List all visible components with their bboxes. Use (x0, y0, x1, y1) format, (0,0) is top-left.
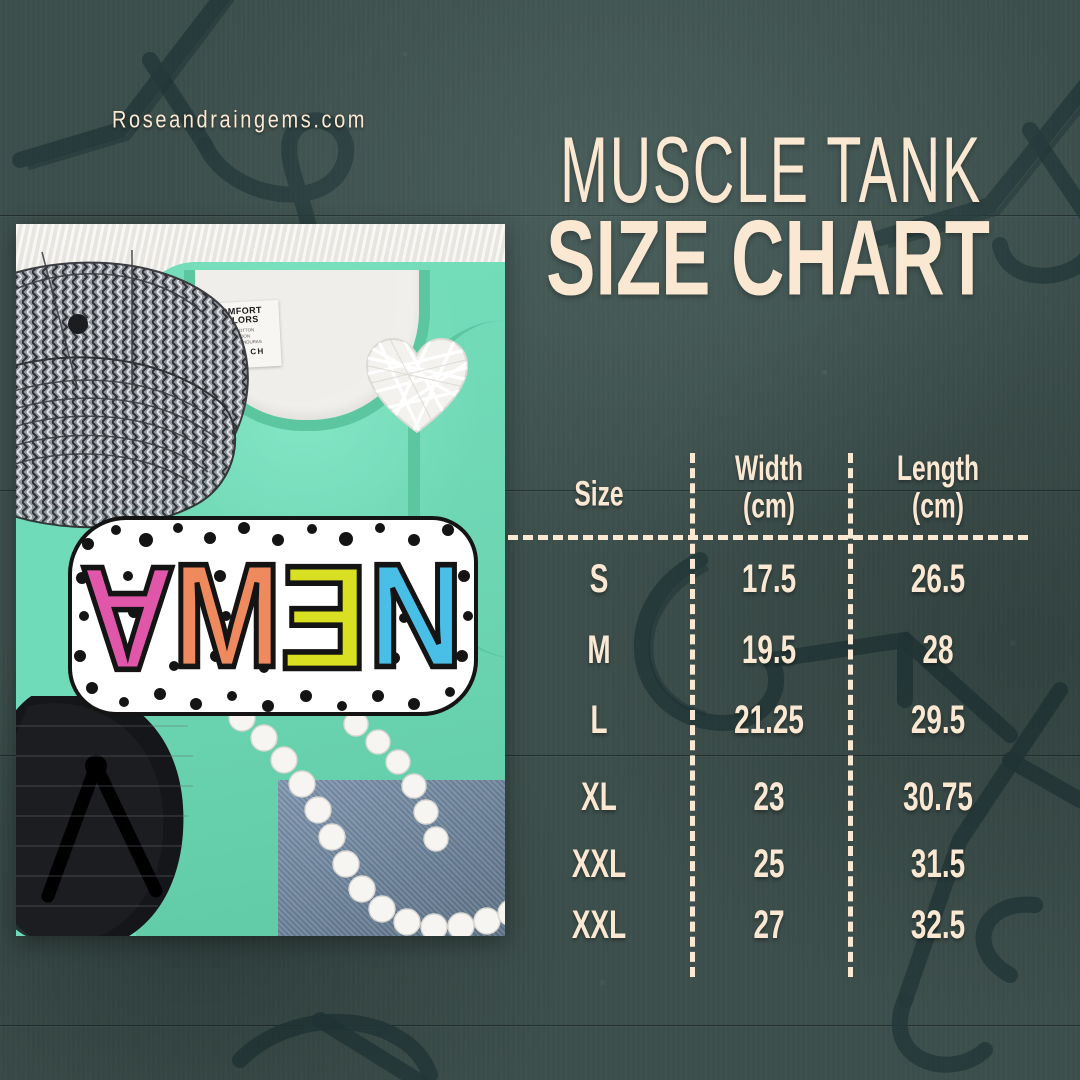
speck (1010, 640, 1016, 646)
cell-length: 31.5 (910, 841, 966, 887)
flip-flops-prop (16, 696, 193, 936)
cell-width: 21.25 (734, 697, 804, 743)
product-photo: COMFORT COLORS 100% COTTONALGODONMADE IN… (16, 224, 505, 936)
amen-letter-m: M (170, 533, 285, 698)
cell-width: 23 (753, 774, 785, 820)
title-line-size-chart: SIZE CHART (546, 199, 990, 319)
table-row: XL 23 30.75 (508, 774, 1028, 820)
table-header-row: Size Width (cm) Length (cm) (508, 450, 1028, 525)
table-row: M 19.5 28 (508, 627, 1028, 673)
title-line-muscle-tank: MUSCLE TANK (560, 118, 982, 223)
bead-garland-prop (206, 694, 505, 936)
amen-letter-n: N (365, 533, 465, 698)
cell-width: 19.5 (741, 627, 797, 673)
table-row: XXL 25 31.5 (508, 841, 1028, 887)
size-chart-table: Size Width (cm) Length (cm) S 17.5 26.5 … (508, 450, 1028, 980)
table-divider-vertical-1 (690, 453, 695, 977)
cell-width: 27 (753, 902, 785, 948)
table-row: L 21.25 29.5 (508, 697, 1028, 743)
speck (600, 980, 605, 985)
cell-length: 28 (922, 627, 954, 673)
site-watermark: Roseandraingems.com (112, 107, 368, 134)
speck (403, 52, 407, 56)
cell-size: S (589, 556, 609, 602)
amen-graphic: A M E N (68, 516, 478, 716)
wood-plank (0, 755, 1080, 1026)
speck (930, 150, 937, 157)
cell-length: 30.75 (903, 774, 973, 820)
header-size: Size (574, 475, 624, 514)
table-row: XXL 27 32.5 (508, 902, 1028, 948)
header-length: Length (cm) (897, 449, 979, 526)
wicker-heart-prop (365, 337, 469, 434)
table-divider-vertical-2 (848, 453, 853, 977)
amen-polka-dots (74, 522, 473, 712)
wood-plank (0, 215, 1080, 491)
cell-size: XXL (571, 902, 627, 948)
amen-letter-e: E (277, 532, 370, 702)
cell-length: 26.5 (910, 556, 966, 602)
table-row: S 17.5 26.5 (508, 556, 1028, 602)
cell-size: M (587, 627, 611, 673)
cell-size: L (590, 697, 608, 743)
cell-length: 32.5 (910, 902, 966, 948)
table-divider-horizontal (508, 535, 1028, 540)
cell-width: 25 (753, 841, 785, 887)
wood-plank (0, 490, 1080, 756)
cell-length: 29.5 (910, 697, 966, 743)
header-width: Width (cm) (734, 449, 804, 526)
herringbone-cap-prop (16, 250, 249, 529)
cell-size: XXL (571, 841, 627, 887)
speck (822, 370, 827, 375)
amen-letter-a: A (77, 534, 178, 704)
wood-plank (0, 0, 1080, 216)
chart-title-block: MUSCLE TANK SIZE CHART (508, 118, 1028, 312)
cell-width: 17.5 (741, 556, 797, 602)
cell-size: XL (581, 774, 617, 820)
